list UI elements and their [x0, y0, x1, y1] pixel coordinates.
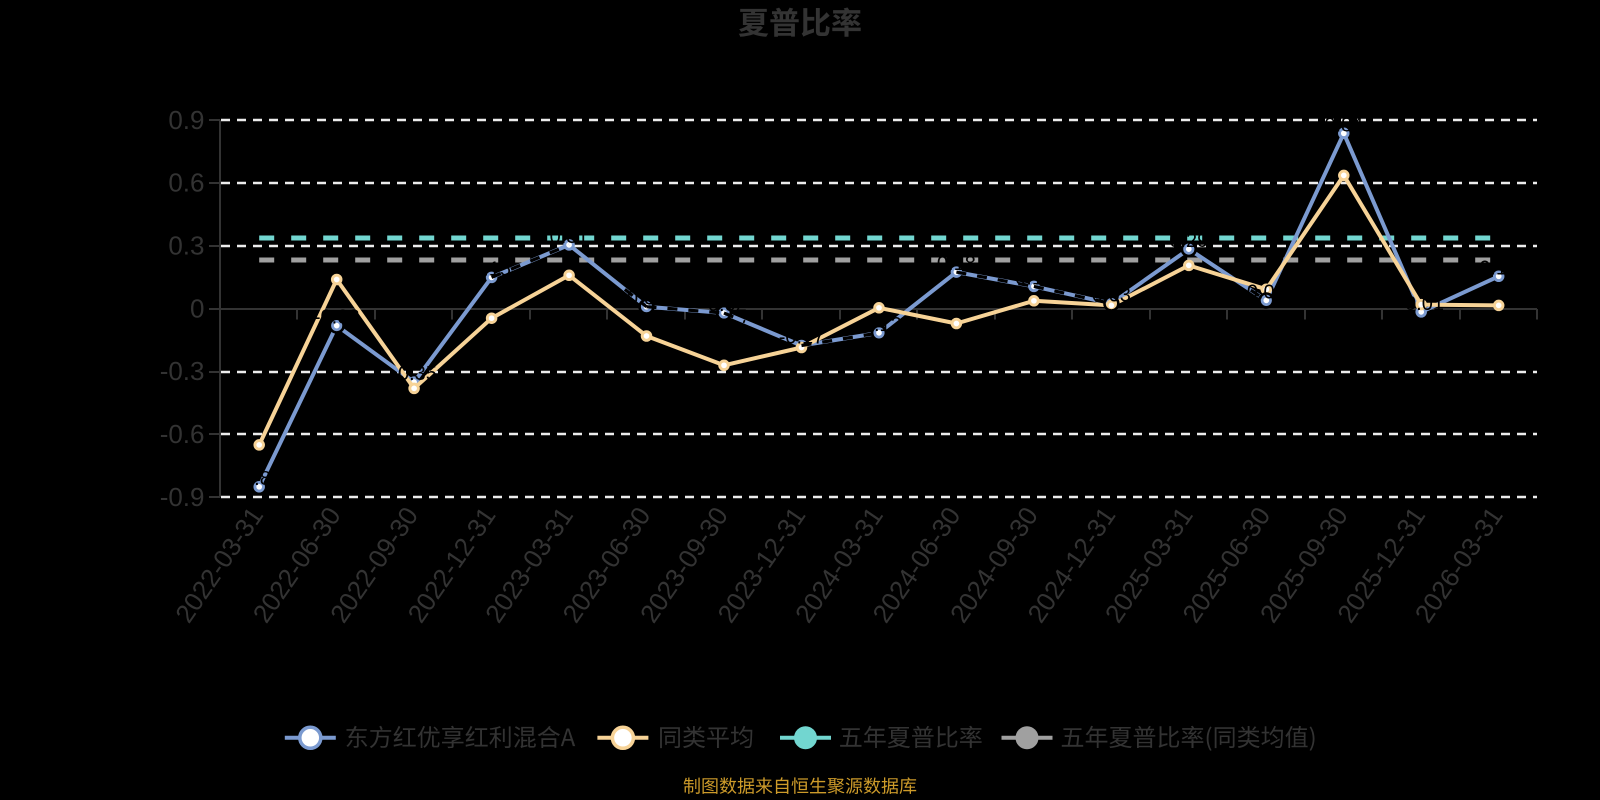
svg-text:0.18: 0.18	[937, 253, 976, 275]
svg-text:0.11: 0.11	[1015, 267, 1052, 289]
svg-text:-0.35: -0.35	[391, 363, 437, 385]
svg-text:-0.02: -0.02	[701, 294, 747, 316]
svg-text:-0.01: -0.01	[1398, 293, 1444, 315]
svg-text:0: 0	[190, 293, 204, 323]
svg-text:0.01: 0.01	[627, 288, 666, 310]
svg-text:0.15: 0.15	[472, 258, 511, 280]
svg-text:0.6: 0.6	[168, 168, 204, 198]
svg-text:0.03: 0.03	[1092, 285, 1131, 307]
svg-text:-0.9: -0.9	[160, 482, 205, 512]
svg-text:0.9: 0.9	[168, 105, 204, 135]
svg-text:-0.12: -0.12	[856, 314, 902, 336]
svg-text:0.29: 0.29	[1169, 230, 1208, 252]
svg-text:-0.17: -0.17	[779, 327, 825, 349]
svg-text:0.84: 0.84	[1324, 114, 1363, 136]
svg-text:0.04: 0.04	[1247, 281, 1286, 303]
svg-text:-0.3: -0.3	[160, 356, 205, 386]
svg-text:-0.08: -0.08	[314, 307, 360, 329]
svg-text:-0.6: -0.6	[160, 419, 205, 449]
svg-text:0.16: 0.16	[1479, 257, 1518, 279]
svg-text:-0.85: -0.85	[236, 468, 282, 490]
svg-text:0.31: 0.31	[550, 226, 589, 248]
svg-text:0.3: 0.3	[168, 231, 204, 261]
